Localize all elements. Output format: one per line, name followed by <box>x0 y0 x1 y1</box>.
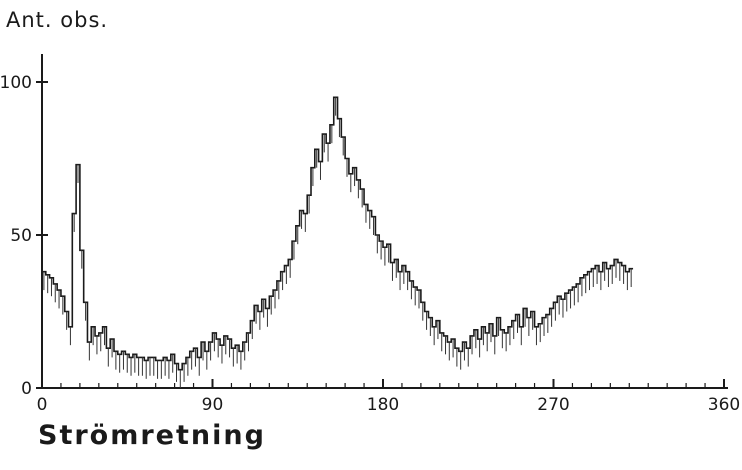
x-tick-label: 270 <box>537 395 569 415</box>
y-tick-label: 0 <box>21 379 32 399</box>
x-tick-label: 0 <box>37 395 48 415</box>
x-tick-label: 180 <box>367 395 399 415</box>
histogram-outline <box>42 96 634 371</box>
axes: 0 50 100 0 90 180 270 360 <box>0 54 740 415</box>
plot-area <box>42 96 634 388</box>
x-tick-label: 360 <box>708 395 740 415</box>
x-tick-label: 90 <box>202 395 224 415</box>
y-tick-label: 100 <box>0 73 32 93</box>
y-axis-label: Ant. obs. <box>6 8 109 32</box>
y-tick-label: 50 <box>10 226 32 246</box>
x-axis-label: Strömretning <box>38 420 266 451</box>
